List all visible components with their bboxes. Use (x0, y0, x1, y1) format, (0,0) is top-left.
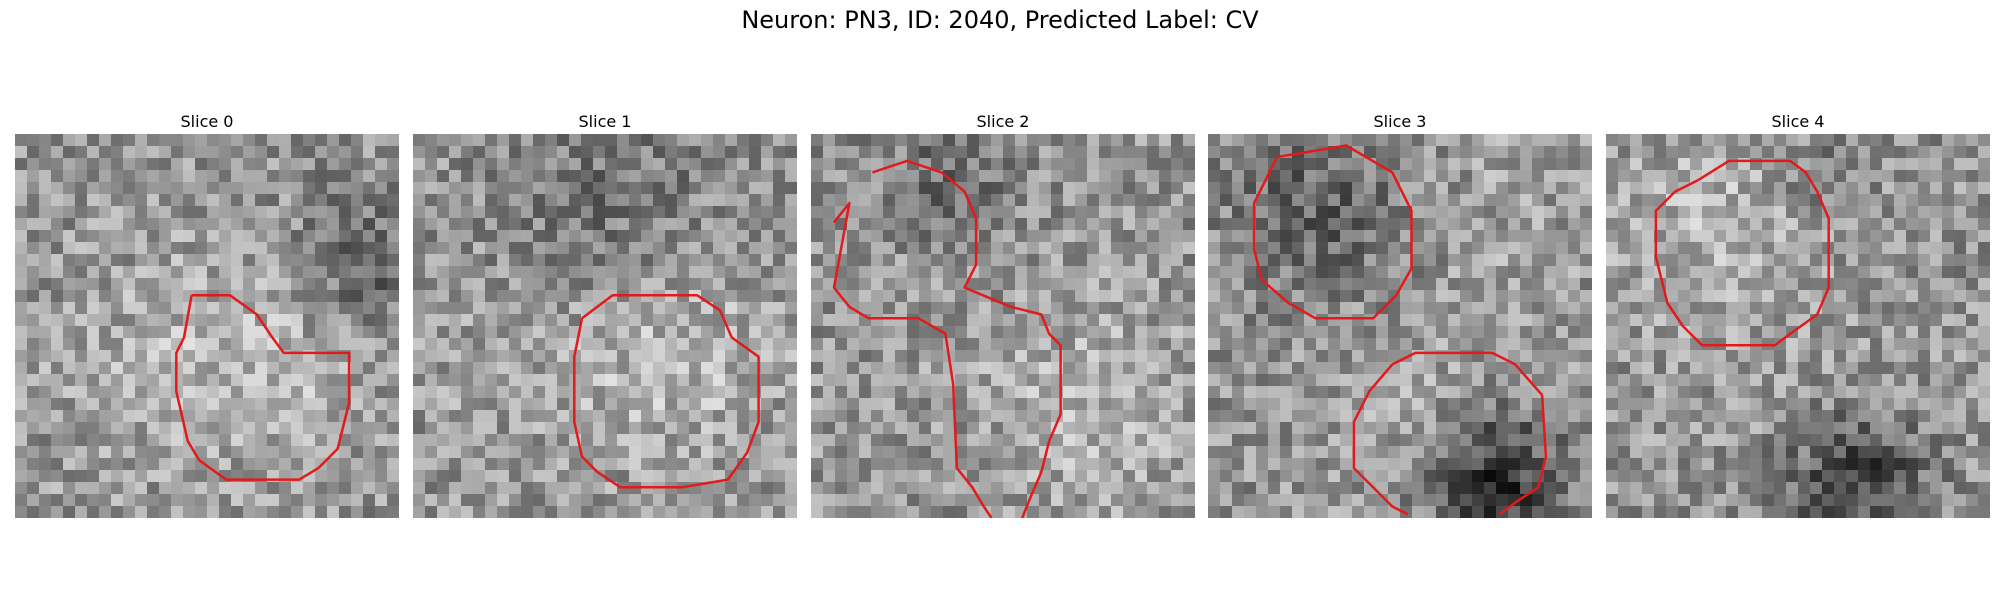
slice-title: Slice 4 (1771, 112, 1825, 131)
slice-image (15, 134, 399, 518)
roi-contour (175, 294, 351, 481)
roi-contour (872, 159, 1062, 518)
roi-contour (1252, 144, 1413, 320)
slice-image (811, 134, 1195, 518)
slice-image (413, 134, 797, 518)
slice-image (1606, 134, 1990, 518)
roi-contour (573, 294, 760, 489)
roi-contour (1654, 159, 1830, 347)
slice-title: Slice 2 (976, 112, 1030, 131)
slice-image (1208, 134, 1592, 518)
roi-contour (832, 201, 993, 518)
slice-title: Slice 1 (578, 112, 632, 131)
slice-title: Slice 3 (1373, 112, 1427, 131)
roi-contour (1352, 363, 1409, 516)
roi-contour (1391, 351, 1548, 516)
slice-title: Slice 0 (180, 112, 234, 131)
figure-title: Neuron: PN3, ID: 2040, Predicted Label: … (741, 6, 1259, 34)
